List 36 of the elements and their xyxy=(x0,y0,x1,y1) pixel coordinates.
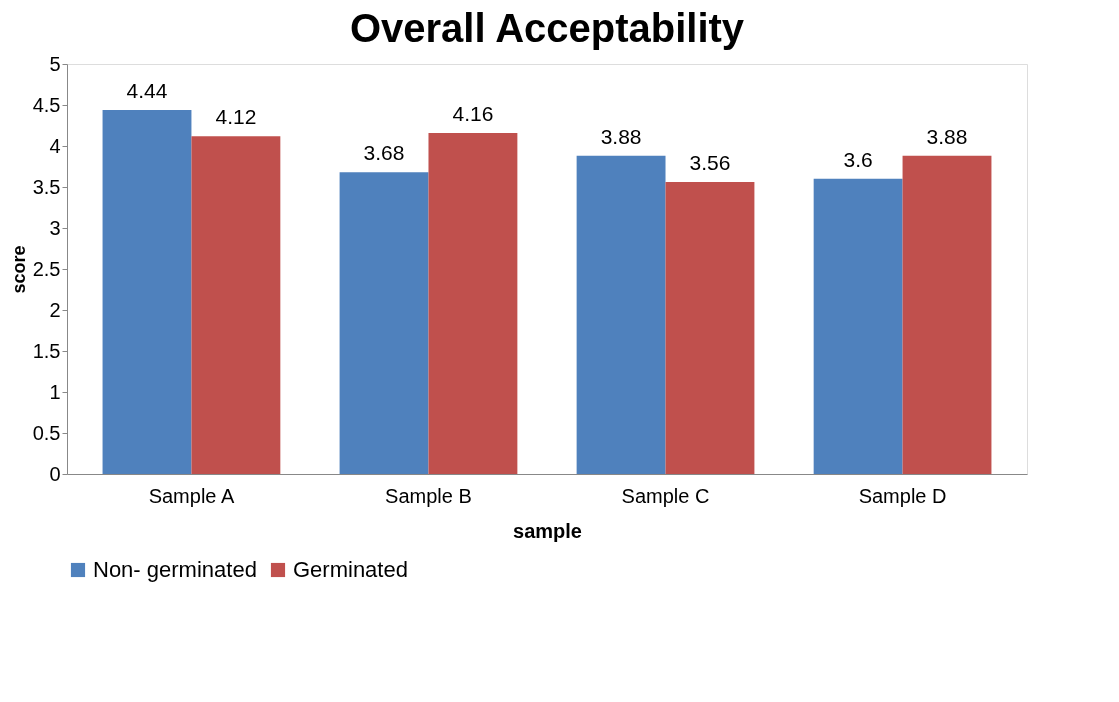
x-tick-label: Sample C xyxy=(621,484,710,507)
bar xyxy=(339,172,429,474)
bar xyxy=(665,182,755,474)
x-tick-label: Sample D xyxy=(858,484,947,507)
chart-title: Overall Acceptability xyxy=(349,6,745,50)
y-tick-label: 3 xyxy=(49,216,61,239)
bar xyxy=(902,155,992,474)
y-tick-label: 0.5 xyxy=(32,421,61,444)
y-tick-label: 4 xyxy=(49,134,61,157)
y-axis-title: score xyxy=(8,245,29,294)
y-tick-label: 5 xyxy=(49,52,61,75)
data-label: 3.88 xyxy=(600,124,642,148)
data-label: 3.88 xyxy=(926,124,968,148)
data-label: 4.12 xyxy=(215,105,257,129)
y-tick-label: 1 xyxy=(49,380,61,403)
x-axis-title: sample xyxy=(513,519,582,542)
bar xyxy=(102,109,192,474)
bar xyxy=(576,155,666,474)
data-label: 3.56 xyxy=(689,151,731,175)
data-label: 4.44 xyxy=(126,78,168,102)
data-label: 4.16 xyxy=(452,101,494,125)
y-tick-label: 3.5 xyxy=(32,175,61,198)
y-tick-label: 2 xyxy=(49,298,61,321)
y-tick-label: 0 xyxy=(49,462,61,485)
legend-label: Germinated xyxy=(293,557,408,582)
bar xyxy=(428,132,518,474)
data-label: 3.68 xyxy=(363,141,405,165)
legend-label: Non- germinated xyxy=(93,557,257,582)
x-tick-label: Sample B xyxy=(385,484,472,507)
x-tick-label: Sample A xyxy=(148,484,235,507)
y-tick-label: 4.5 xyxy=(32,93,61,116)
data-label: 3.6 xyxy=(843,147,873,171)
y-tick-label: 1.5 xyxy=(32,339,61,362)
bar xyxy=(813,178,903,474)
bar xyxy=(191,136,281,474)
y-tick-label: 2.5 xyxy=(32,257,61,280)
